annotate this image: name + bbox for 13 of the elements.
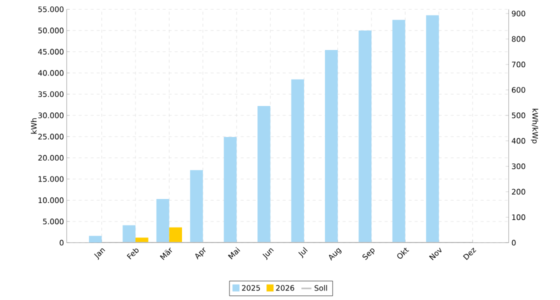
bar [169,227,182,243]
bar [156,198,170,243]
bar [122,225,136,243]
bar [426,15,439,243]
bar [190,170,203,243]
bar [224,137,237,243]
bar [88,236,102,243]
bar [358,30,372,243]
bar [324,50,338,243]
bar [291,79,304,243]
bar [258,106,270,243]
bar [135,238,148,243]
bar [392,20,406,243]
